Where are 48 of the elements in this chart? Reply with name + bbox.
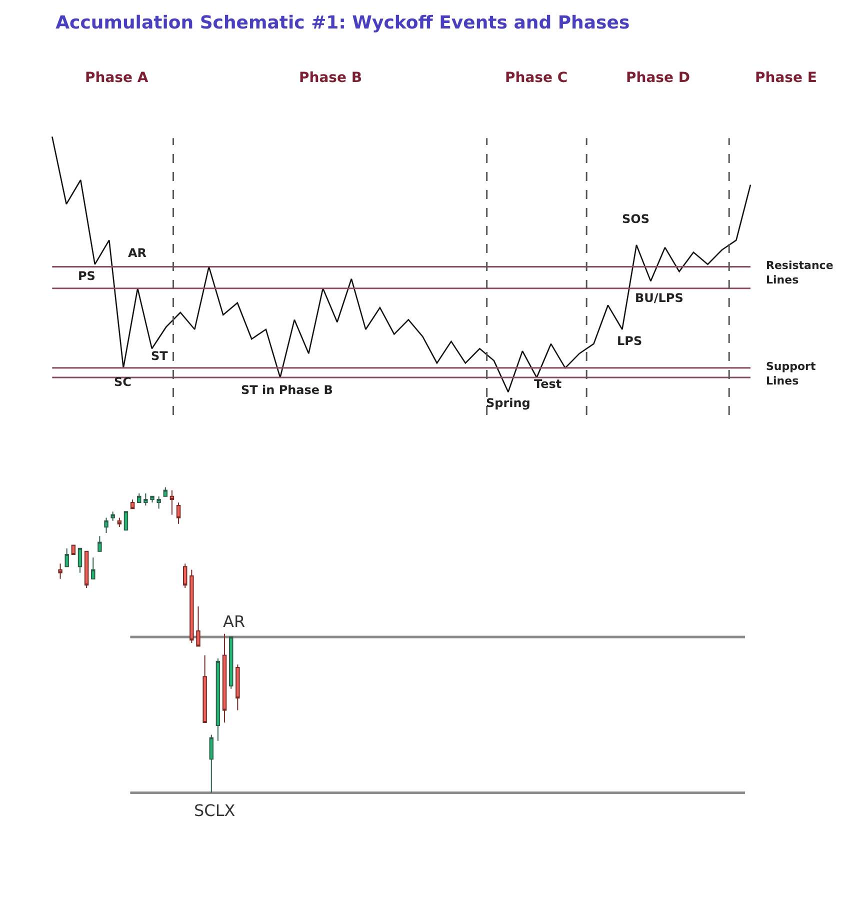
candlestick	[117, 517, 122, 528]
ref-line-label: Resistance Lines	[766, 259, 834, 286]
text: Phase B	[299, 70, 362, 86]
candlestick	[170, 490, 174, 516]
ref-line-label: Support Lines	[766, 360, 816, 388]
annotation: SC	[114, 375, 132, 389]
candlestick	[196, 606, 200, 647]
candlestick	[110, 511, 115, 522]
candlestick	[183, 563, 188, 589]
annotation: PS	[78, 269, 96, 283]
candlestick	[163, 486, 168, 497]
candlestick	[222, 633, 227, 723]
text: Phase C	[505, 70, 568, 86]
candlestick	[190, 569, 194, 644]
text: Phase A	[85, 70, 148, 86]
candlestick	[124, 511, 128, 530]
candlestick	[91, 557, 96, 580]
candlestick	[156, 496, 161, 510]
candlestick	[78, 548, 82, 574]
annotation: AR	[128, 246, 147, 260]
candlestick	[216, 658, 220, 742]
ref-line-label: AR	[223, 612, 246, 631]
annotation: SOS	[622, 212, 650, 226]
candlestick	[176, 502, 181, 524]
candlestick	[150, 496, 154, 503]
candlestick	[58, 563, 62, 580]
candlestick	[84, 550, 89, 589]
candlestick	[104, 517, 108, 534]
text: Phase E	[755, 70, 817, 86]
candlestick	[144, 492, 148, 506]
text: Spring	[486, 396, 530, 410]
candlestick	[202, 654, 207, 723]
annotation: BU/LPS	[635, 291, 684, 305]
candlestick	[64, 548, 69, 568]
annotation: Test	[534, 377, 562, 391]
candlestick	[228, 636, 234, 690]
candlestick	[71, 544, 76, 555]
annotation: ST in Phase B	[241, 383, 333, 397]
candlestick	[209, 734, 214, 794]
text: Phase D	[626, 70, 690, 86]
candlestick	[98, 536, 102, 552]
annotation: ST	[151, 349, 169, 363]
ref-line-label: SCLX	[194, 801, 236, 820]
candlestick	[137, 492, 142, 503]
candlestick	[236, 664, 240, 711]
chart-title: Accumulation Schematic #1: Wyckoff Events and Phases	[56, 12, 630, 34]
candlestick	[130, 498, 135, 510]
annotation: LPS	[617, 334, 642, 348]
